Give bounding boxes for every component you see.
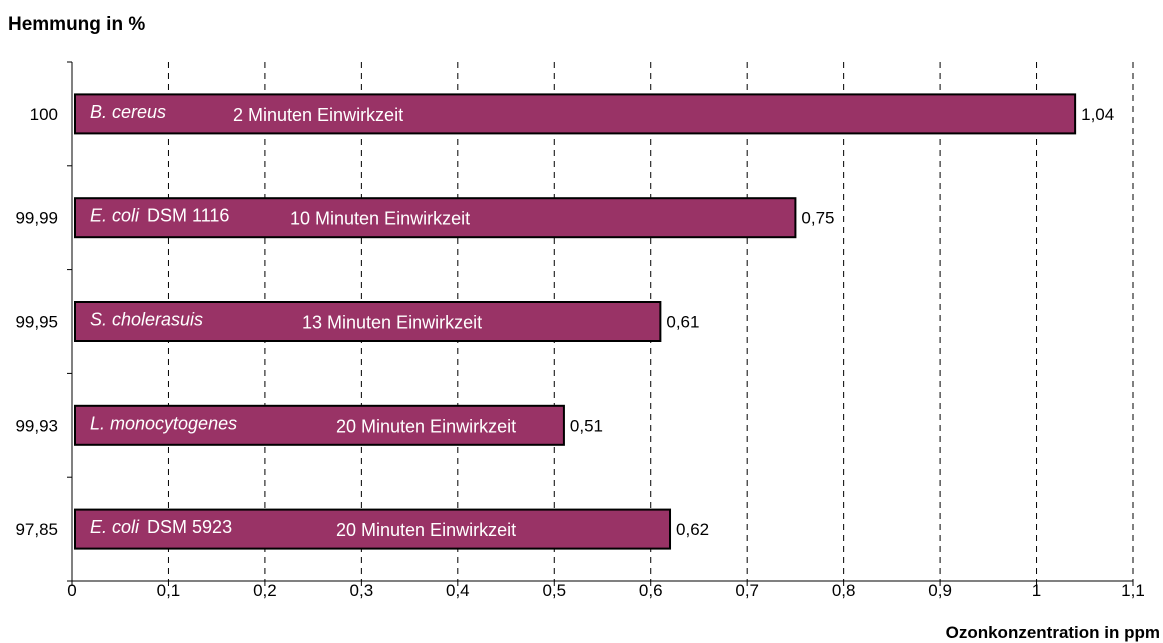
x-tick-label: 1 xyxy=(1032,581,1041,600)
value-label: 0,75 xyxy=(801,209,834,228)
value-label: 0,62 xyxy=(676,520,709,539)
axes xyxy=(67,61,1134,586)
organism-label: L. monocytogenes xyxy=(90,413,237,433)
exposure-label: 13 Minuten Einwirkzeit xyxy=(302,313,482,333)
x-tick-label: 0,2 xyxy=(253,581,277,600)
x-tick-label: 1,1 xyxy=(1121,581,1145,600)
bar xyxy=(74,301,662,342)
exposure-label: 20 Minuten Einwirkzeit xyxy=(336,520,516,540)
x-tick-label: 0,9 xyxy=(928,581,952,600)
organism-label: E. coli DSM 5923 xyxy=(90,517,232,537)
x-tick-label: 0,4 xyxy=(446,581,470,600)
x-tick-label: 0,3 xyxy=(350,581,374,600)
bar xyxy=(74,197,797,239)
organism-label: E. coli DSM 1116 xyxy=(90,206,229,226)
x-axis-title: Ozonkonzentration in ppm xyxy=(946,623,1160,642)
bar xyxy=(74,93,1077,135)
category-label: 99,93 xyxy=(15,416,58,435)
category-label: 99,99 xyxy=(15,209,58,228)
category-label: 97,85 xyxy=(15,520,58,539)
category-label: 100 xyxy=(30,105,58,124)
bars: 100 B. cereus 2 Minuten Einwirkzeit 1,04 99,… xyxy=(15,93,1114,550)
x-tick-label: 0,7 xyxy=(735,581,759,600)
organism-label: S. cholerasuis xyxy=(90,310,203,330)
value-label: 0,61 xyxy=(666,313,699,332)
value-label: 1,04 xyxy=(1081,105,1114,124)
x-tick-label: 0,8 xyxy=(832,581,856,600)
gridlines xyxy=(167,62,1134,581)
x-tick-label: 0 xyxy=(67,581,76,600)
y-axis-title: Hemmung in % xyxy=(8,14,145,35)
x-tick-label: 0,1 xyxy=(157,581,181,600)
exposure-label: 10 Minuten Einwirkzeit xyxy=(290,209,470,229)
exposure-label: 20 Minuten Einwirkzeit xyxy=(336,416,516,436)
value-label: 0,51 xyxy=(570,416,603,435)
bar xyxy=(74,404,565,446)
x-tick-labels: 0 0,1 0,2 0,3 0,4 0,5 0,6 0,7 0,8 0,9 1 1,1 xyxy=(67,581,1145,600)
exposure-label: 2 Minuten Einwirkzeit xyxy=(233,105,403,125)
organism-label: B. cereus xyxy=(90,102,166,122)
x-tick-label: 0,5 xyxy=(542,581,566,600)
bar xyxy=(74,508,672,550)
category-label: 99,95 xyxy=(15,313,58,332)
x-tick-label: 0,6 xyxy=(639,581,663,600)
